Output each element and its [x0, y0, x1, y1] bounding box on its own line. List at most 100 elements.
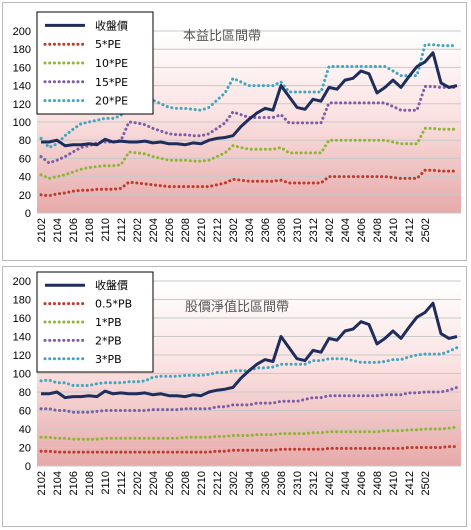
x-tick-label: 2310	[292, 471, 304, 495]
x-tick-label: 2502	[420, 471, 432, 495]
y-tick-label: 200	[13, 26, 31, 38]
legend-box	[36, 271, 154, 373]
x-tick-label: 2306	[260, 471, 272, 495]
y-tick-label: 0	[25, 461, 31, 473]
x-tick-label: 2302	[228, 471, 240, 495]
x-tick-label: 2206	[164, 218, 176, 242]
x-tick-label: 2412	[404, 471, 416, 495]
x-tick-label: 2112	[116, 471, 128, 495]
legend: 收盤價 5*PE 10*PE 15*PE 20*PE	[36, 11, 154, 115]
x-tick-label: 2406	[356, 471, 368, 495]
legend-label: 15*PE	[95, 76, 128, 89]
x-tick-label: 2312	[308, 471, 320, 495]
x-tick-label: 2402	[324, 471, 336, 495]
x-tick-label: 2112	[116, 218, 128, 242]
y-tick-label: 100	[13, 369, 31, 381]
legend-label: 收盤價	[95, 18, 128, 32]
x-tick-label: 2308	[276, 218, 288, 242]
y-tick-label: 200	[13, 276, 31, 288]
x-tick-label: 2104	[52, 471, 64, 495]
y-tick-label: 140	[13, 332, 31, 344]
x-tick-label: 2206	[164, 471, 176, 495]
x-tick-label: 2302	[228, 218, 240, 242]
y-axis: 0 20 40 60 80 100 120 140 160 180 200	[13, 26, 31, 220]
y-tick-label: 160	[13, 313, 31, 325]
x-tick-label: 2106	[68, 471, 80, 495]
y-tick-label: 20	[19, 190, 31, 202]
x-axis: 2102 2104 2106 2108 2110 2112 2202 2204 2206 2208…	[36, 471, 432, 495]
legend-label: 2*PB	[95, 334, 122, 347]
legend-label: 5*PE	[95, 38, 121, 51]
x-tick-label: 2108	[84, 218, 96, 242]
series-line	[39, 425, 459, 441]
series-line	[41, 51, 458, 148]
x-tick-label: 2210	[196, 471, 208, 495]
legend-label: 3*PB	[95, 353, 122, 366]
x-tick-label: 2204	[148, 471, 160, 495]
x-tick-label: 2310	[292, 218, 304, 242]
x-tick-label: 2308	[276, 471, 288, 495]
y-tick-label: 0	[25, 208, 31, 220]
series-line	[39, 385, 459, 414]
x-tick-label: 2304	[244, 218, 256, 242]
legend-label: 20*PE	[95, 95, 128, 108]
x-tick-label: 2110	[100, 471, 112, 495]
x-tick-label: 2402	[324, 218, 336, 242]
y-tick-label: 80	[19, 135, 31, 147]
pb-band-chart-panel: 0 20 40 60 80 100 120 140 160 180 200 2102 2104 2106 2…	[2, 266, 467, 527]
series-line	[39, 445, 459, 454]
series-line	[39, 168, 459, 198]
y-tick-label: 60	[19, 153, 31, 165]
legend-label: 收盤價	[95, 278, 128, 292]
x-tick-label: 2412	[404, 218, 416, 242]
y-tick-label: 140	[13, 81, 31, 93]
x-tick-label: 2408	[372, 218, 384, 242]
y-tick-label: 100	[13, 117, 31, 129]
x-tick-label: 2108	[84, 471, 96, 495]
chart-title: 本益比區間帶	[183, 29, 261, 44]
x-tick-label: 2104	[52, 218, 64, 242]
x-tick-label: 2304	[244, 471, 256, 495]
y-axis: 0 20 40 60 80 100 120 140 160 180 200	[13, 276, 31, 473]
legend: 收盤價 0.5*PB 1*PB 2*PB 3*PB	[36, 271, 154, 373]
x-tick-label: 2102	[36, 218, 48, 242]
chart-title: 股價淨值比區間帶	[185, 299, 289, 315]
x-tick-label: 2110	[100, 218, 112, 242]
x-tick-label: 2202	[132, 218, 144, 242]
x-tick-label: 2410	[388, 218, 400, 242]
x-axis: 2102 2104 2106 2108 2110 2112 2202 2204 2206 2208…	[36, 218, 432, 242]
pe-band-chart-panel: 0 20 40 60 80 100 120 140 160 180 200 2102 2104 2106 2…	[2, 2, 467, 261]
x-tick-label: 2404	[340, 218, 352, 242]
x-tick-label: 2210	[196, 218, 208, 242]
x-tick-label: 2208	[180, 471, 192, 495]
y-tick-label: 180	[13, 44, 31, 56]
legend-label: 10*PE	[95, 57, 128, 70]
series-line	[39, 43, 459, 149]
y-tick-label: 40	[19, 424, 31, 436]
x-tick-label: 2502	[420, 218, 432, 242]
y-tick-label: 120	[13, 350, 31, 362]
y-tick-label: 80	[19, 387, 31, 399]
x-tick-label: 2410	[388, 471, 400, 495]
x-tick-label: 2106	[68, 218, 80, 242]
x-tick-label: 2408	[372, 471, 384, 495]
x-tick-label: 2202	[132, 471, 144, 495]
y-tick-label: 180	[13, 295, 31, 307]
y-tick-label: 60	[19, 406, 31, 418]
x-tick-label: 2208	[180, 218, 192, 242]
series-line	[41, 301, 458, 400]
x-tick-label: 2212	[212, 471, 224, 495]
x-tick-label: 2312	[308, 218, 320, 242]
x-tick-label: 2406	[356, 218, 368, 242]
legend-label: 0.5*PB	[95, 298, 132, 311]
x-tick-label: 2404	[340, 471, 352, 495]
y-tick-label: 20	[19, 443, 31, 455]
x-tick-label: 2204	[148, 218, 160, 242]
y-tick-label: 160	[13, 62, 31, 74]
y-tick-label: 120	[13, 99, 31, 111]
series-line	[39, 126, 459, 180]
y-tick-label: 40	[19, 172, 31, 184]
x-tick-label: 2102	[36, 471, 48, 495]
